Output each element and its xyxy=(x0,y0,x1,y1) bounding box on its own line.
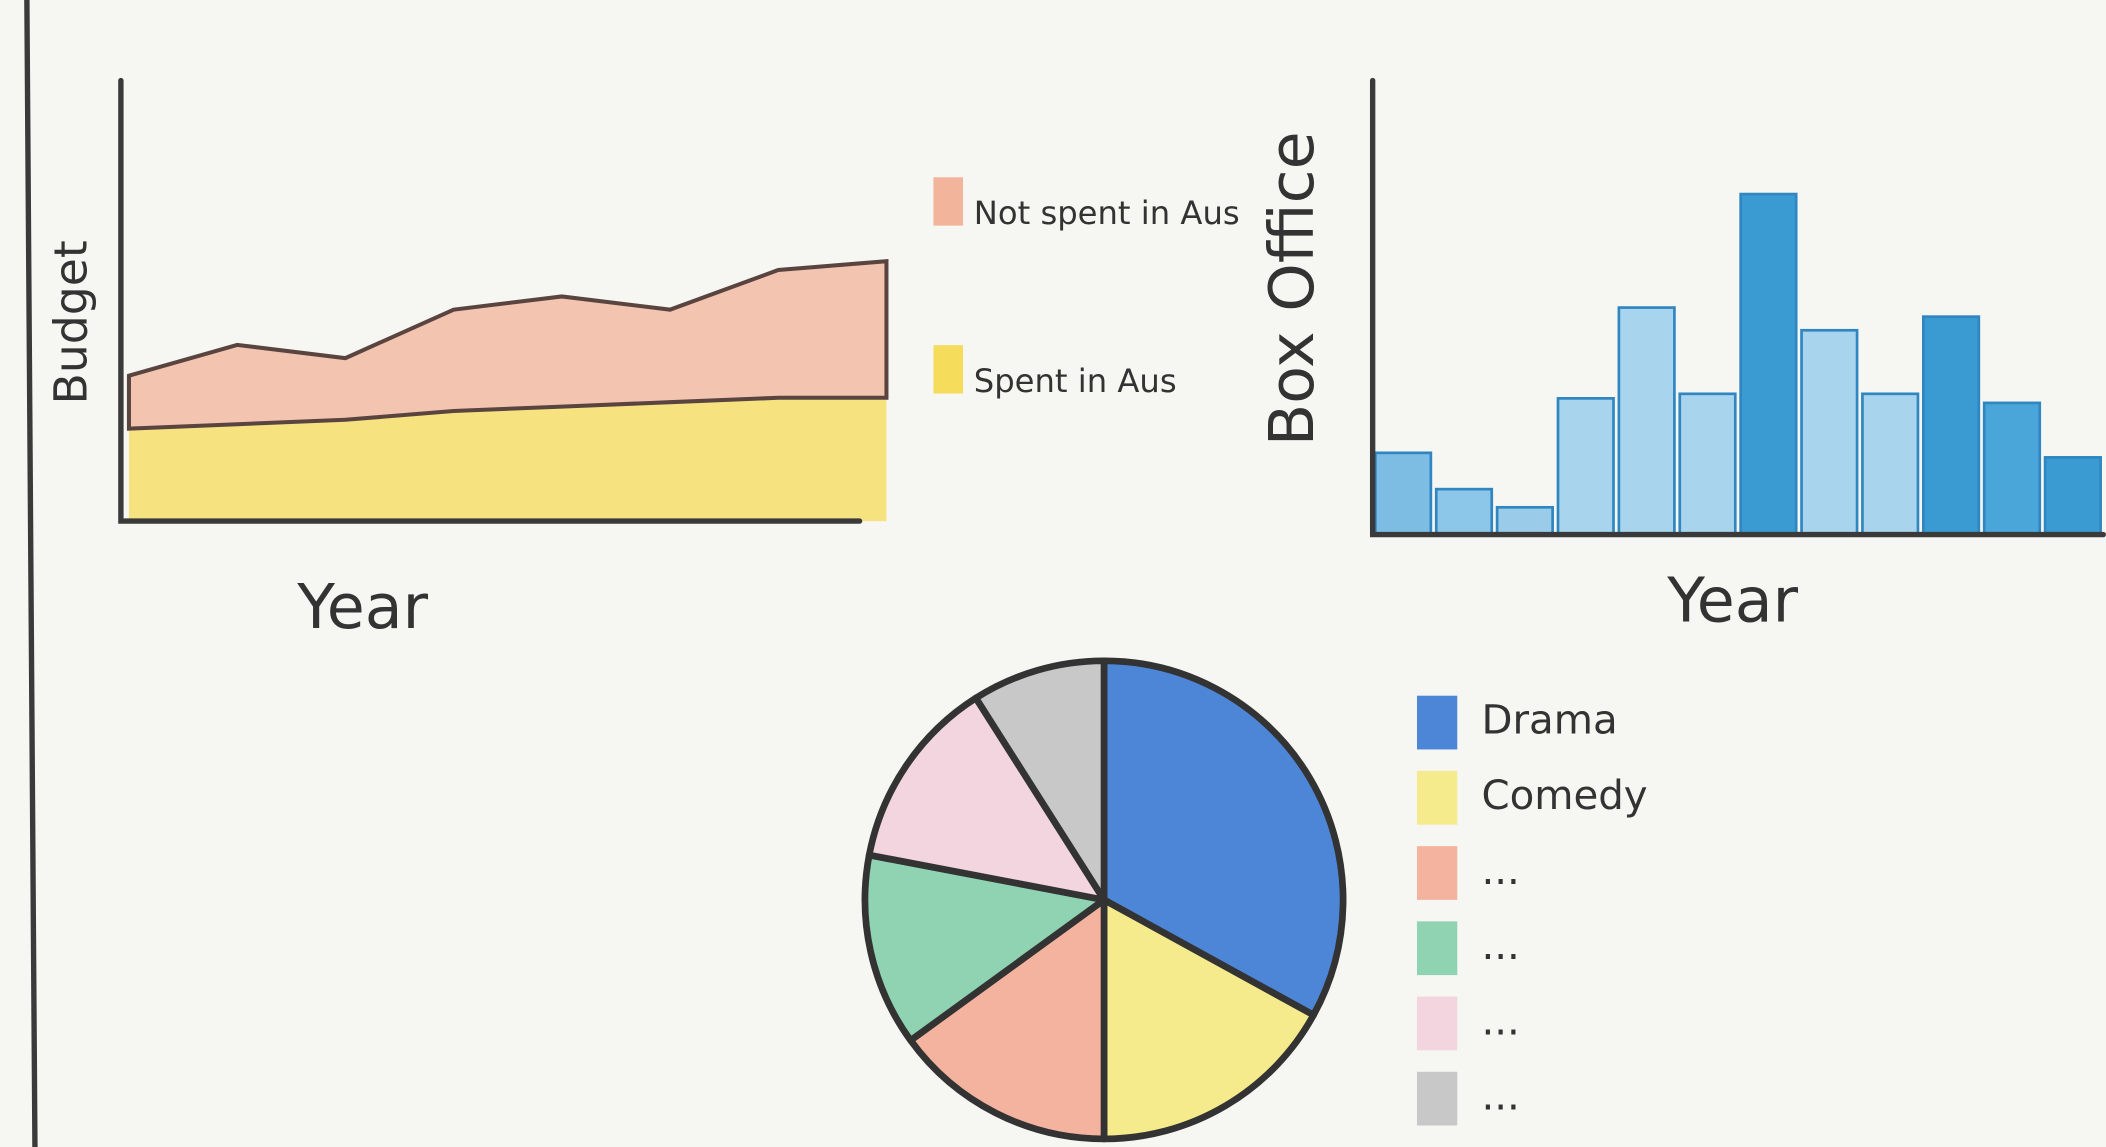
bar xyxy=(1434,487,1494,536)
legend-swatch xyxy=(1416,846,1458,900)
legend-swatch xyxy=(1416,695,1458,750)
legend-label: ... xyxy=(1481,997,1519,1044)
legend-swatch xyxy=(1416,996,1458,1051)
legend-swatch xyxy=(1416,1071,1458,1126)
axis xyxy=(118,77,863,524)
bar xyxy=(1678,392,1737,536)
legend-swatch xyxy=(1416,770,1458,825)
frame-line xyxy=(24,0,38,1147)
bar xyxy=(1617,306,1676,536)
legend-label: ... xyxy=(1481,1073,1519,1120)
bar xyxy=(1556,397,1615,536)
bar xyxy=(1921,315,1981,536)
bar xyxy=(1800,328,1859,536)
bar xyxy=(1739,192,1798,536)
legend-label: Comedy xyxy=(1481,772,1647,819)
bar xyxy=(2043,456,2102,536)
bar xyxy=(1373,451,1433,536)
pie-slice xyxy=(861,851,1108,1044)
legend-swatch xyxy=(1416,921,1458,976)
legend-label: Spent in Aus xyxy=(974,362,1177,400)
pie-slice xyxy=(1100,657,1347,1019)
legend-label: ... xyxy=(1481,847,1519,894)
y-axis-label: Box Office xyxy=(1256,131,1328,446)
y-axis-label: Budget xyxy=(44,240,97,404)
x-axis-label: Year xyxy=(1666,564,1798,636)
bar xyxy=(1982,401,2042,536)
legend-swatch xyxy=(933,345,964,394)
x-axis-label: Year xyxy=(296,571,428,643)
pie-slice xyxy=(972,657,1108,904)
legend-swatch xyxy=(933,177,964,226)
area xyxy=(126,259,889,431)
area xyxy=(128,397,887,522)
bar xyxy=(1495,505,1554,536)
pie-slice xyxy=(1100,896,1317,1143)
legend-label: Drama xyxy=(1481,697,1617,744)
axis xyxy=(1369,77,2106,538)
bar xyxy=(1861,392,1920,536)
pie-slice xyxy=(865,694,1108,904)
legend-label: Not spent in Aus xyxy=(974,194,1240,232)
pie-slice xyxy=(907,896,1108,1143)
legend-label: ... xyxy=(1481,922,1519,969)
